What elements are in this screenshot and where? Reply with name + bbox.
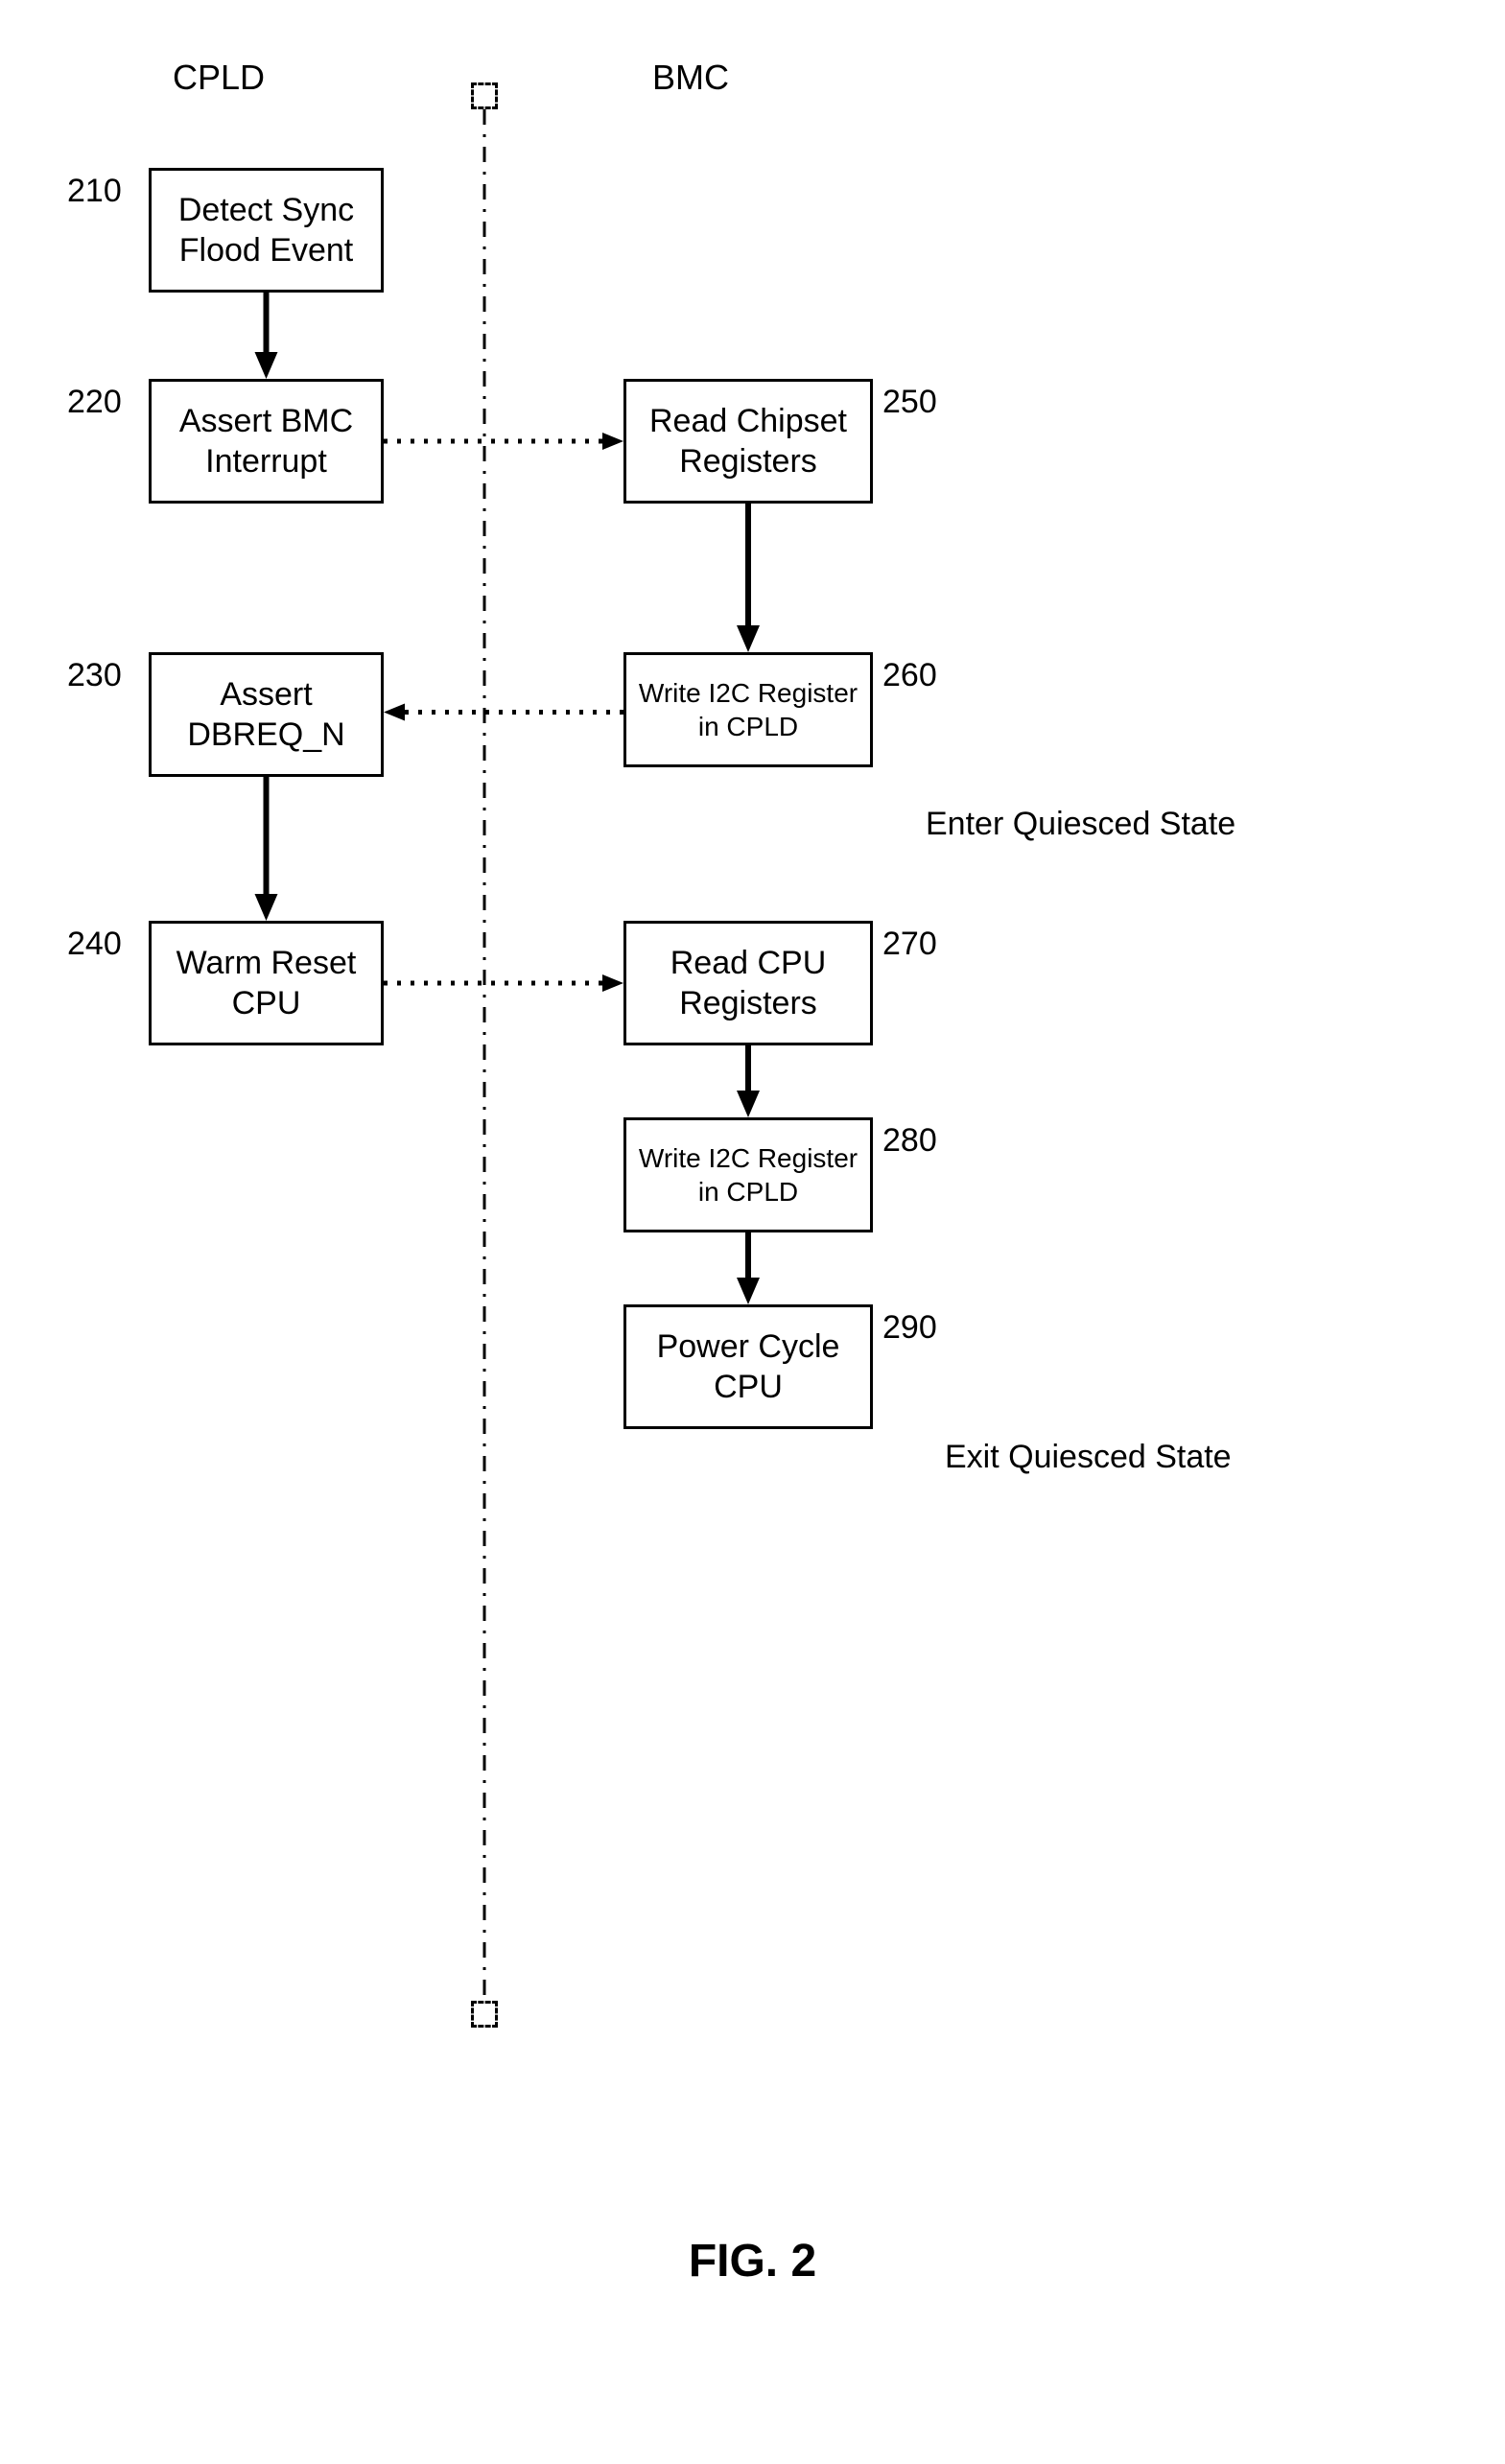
node-ref-290: 290 — [882, 1309, 937, 1347]
node-ref-260: 260 — [882, 657, 937, 694]
node-ref-240: 240 — [67, 926, 122, 963]
node-230: AssertDBREQ_N — [149, 652, 384, 777]
node-280: Write I2C Registerin CPLD — [623, 1117, 873, 1232]
node-ref-220: 220 — [67, 384, 122, 421]
header-bmc: BMC — [652, 58, 729, 98]
figure-2-diagram: CPLD BMC Enter Quiesced State Exit Quies… — [0, 0, 1505, 2464]
divider-top-marker — [471, 82, 498, 109]
header-cpld: CPLD — [173, 58, 265, 98]
node-290: Power CycleCPU — [623, 1304, 873, 1429]
node-260: Write I2C Registerin CPLD — [623, 652, 873, 767]
node-250: Read ChipsetRegisters — [623, 379, 873, 504]
node-210: Detect SyncFlood Event — [149, 168, 384, 293]
node-270: Read CPURegisters — [623, 921, 873, 1045]
node-ref-280: 280 — [882, 1122, 937, 1160]
label-exit-quiesced: Exit Quiesced State — [945, 1439, 1232, 1476]
divider-bottom-marker — [471, 2001, 498, 2028]
node-240: Warm ResetCPU — [149, 921, 384, 1045]
node-ref-230: 230 — [67, 657, 122, 694]
figure-caption: FIG. 2 — [0, 2235, 1505, 2288]
node-ref-270: 270 — [882, 926, 937, 963]
label-enter-quiesced: Enter Quiesced State — [926, 806, 1235, 843]
node-ref-210: 210 — [67, 173, 122, 210]
node-ref-250: 250 — [882, 384, 937, 421]
node-220: Assert BMCInterrupt — [149, 379, 384, 504]
